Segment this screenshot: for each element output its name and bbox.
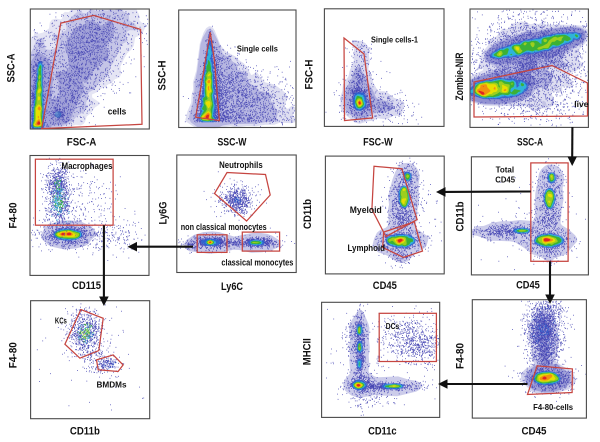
svg-text:cells: cells xyxy=(108,106,127,116)
svg-text:CD11b: CD11b xyxy=(302,199,314,229)
svg-text:Zombie-NIR: Zombie-NIR xyxy=(454,52,466,100)
svg-text:Neutrophils: Neutrophils xyxy=(219,160,263,170)
svg-text:Ly6C: Ly6C xyxy=(221,281,243,293)
svg-text:FSC-W: FSC-W xyxy=(363,137,393,149)
svg-text:non classical monocytes: non classical monocytes xyxy=(181,222,267,232)
svg-text:SSC-A: SSC-A xyxy=(5,53,17,82)
svg-text:F4-80: F4-80 xyxy=(7,342,19,368)
svg-text:SSC-A: SSC-A xyxy=(517,137,543,149)
svg-text:live: live xyxy=(574,99,589,109)
svg-text:KCs: KCs xyxy=(55,315,67,325)
svg-text:BMDMs: BMDMs xyxy=(97,380,127,390)
svg-text:CD45: CD45 xyxy=(522,425,547,437)
svg-text:Myeloid: Myeloid xyxy=(350,205,382,215)
svg-text:CD11b: CD11b xyxy=(454,201,466,231)
svg-text:CD11b: CD11b xyxy=(70,425,100,437)
svg-text:Single cells-1: Single cells-1 xyxy=(371,35,418,45)
svg-text:F4-80: F4-80 xyxy=(454,343,466,369)
svg-text:classical monocytes: classical monocytes xyxy=(221,257,293,267)
svg-text:FSC-H: FSC-H xyxy=(303,59,315,89)
svg-text:F4-80: F4-80 xyxy=(8,203,20,229)
svg-text:FSC-A: FSC-A xyxy=(67,137,97,149)
svg-text:CD11c: CD11c xyxy=(368,425,397,437)
svg-text:DCs: DCs xyxy=(386,321,400,331)
svg-text:SSC-H: SSC-H xyxy=(156,60,168,90)
svg-text:F4-80-cells: F4-80-cells xyxy=(533,402,573,412)
svg-text:CD45: CD45 xyxy=(495,175,515,184)
svg-text:SSC-W: SSC-W xyxy=(218,137,248,149)
svg-text:Macrophages: Macrophages xyxy=(62,161,113,171)
svg-text:Ly6G: Ly6G xyxy=(157,202,169,225)
svg-text:CD45: CD45 xyxy=(373,280,397,292)
svg-text:CD45: CD45 xyxy=(516,279,540,291)
svg-text:Single cells: Single cells xyxy=(237,43,278,53)
svg-text:Lymphoid: Lymphoid xyxy=(348,243,386,253)
svg-text:Total: Total xyxy=(496,165,514,174)
svg-text:CD115: CD115 xyxy=(72,280,101,292)
svg-text:MHCII: MHCII xyxy=(302,338,314,365)
